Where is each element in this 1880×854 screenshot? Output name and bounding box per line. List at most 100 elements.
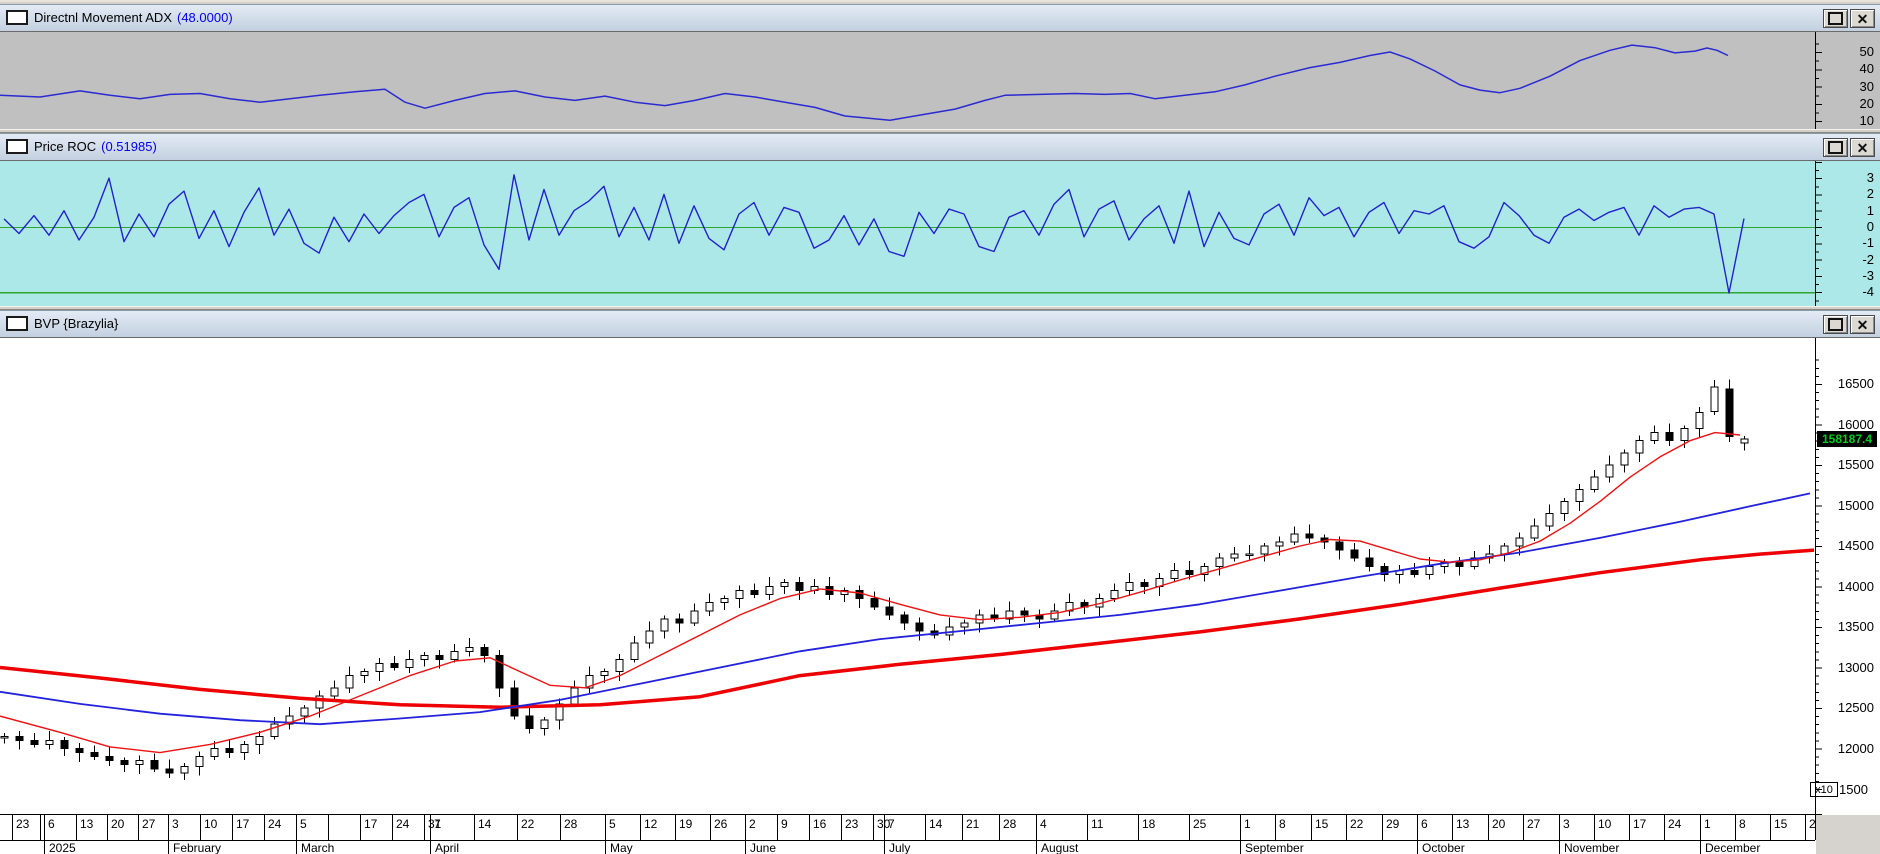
y-axis-label: 3: [1866, 170, 1874, 186]
week-label: 27: [142, 817, 156, 831]
candle-body: [1455, 561, 1464, 567]
candle-body: [240, 743, 249, 754]
candle-body: [1620, 452, 1629, 466]
candle-body: [90, 752, 99, 758]
candle-body: [1335, 541, 1344, 551]
month-label: February: [173, 841, 222, 854]
week-label: 16: [813, 817, 827, 831]
mid-ma: [0, 492, 1811, 726]
month-label: April: [435, 841, 460, 854]
fast-ma: [0, 431, 1741, 754]
candle-body: [420, 654, 429, 660]
price-plot[interactable]: [0, 338, 1880, 854]
axis-corner: [1816, 815, 1880, 854]
security-name: BVP {Brazylia}: [34, 316, 119, 331]
candle-body: [15, 735, 24, 741]
maximize-button[interactable]: [1823, 138, 1848, 157]
week-label: 2: [749, 817, 756, 831]
roc-chart-area[interactable]: 3 2 1 0 -1 -2 -3 -4: [0, 161, 1880, 308]
candle-body: [1605, 464, 1614, 478]
adx-plot[interactable]: [0, 32, 1880, 131]
panel-roc-titlebar[interactable]: Price ROC (0.51985) ✕: [0, 133, 1880, 161]
month-label: August: [1041, 841, 1079, 854]
week-label: 1: [1244, 817, 1251, 831]
adx-line: [0, 44, 1729, 122]
month-label: July: [889, 841, 911, 854]
week-label: 9: [781, 817, 788, 831]
candle-body: [1230, 553, 1239, 559]
candle-body: [360, 671, 369, 677]
candle-body: [1245, 553, 1254, 557]
candle-body: [210, 748, 219, 758]
candle-body: [1530, 525, 1539, 539]
y-axis-label: -3: [1862, 267, 1874, 283]
candle-body: [1110, 590, 1119, 600]
candle-body: [1650, 432, 1659, 442]
close-button[interactable]: ✕: [1850, 138, 1875, 157]
maximize-icon: [1828, 318, 1843, 331]
y-axis-label: -2: [1862, 251, 1874, 267]
candle-body: [1560, 500, 1569, 515]
month-label: 2025: [49, 841, 76, 854]
panel-price-titlebar[interactable]: BVP {Brazylia} ✕: [0, 310, 1880, 338]
candle-body: [390, 662, 399, 669]
week-label: 3: [1563, 817, 1570, 831]
candle-body: [1170, 569, 1179, 579]
y-axis-label: 14000: [1837, 578, 1874, 594]
week-label: 10: [204, 817, 218, 831]
maximize-button[interactable]: [1823, 315, 1848, 334]
candle-body: [1200, 565, 1209, 575]
candle-body: [1125, 581, 1134, 592]
week-label: 23: [845, 817, 859, 831]
candle-body: [255, 735, 264, 745]
week-label: 6: [1421, 817, 1428, 831]
indicator-value: (48.0000): [177, 10, 233, 25]
y-axis-label: 16500: [1837, 376, 1874, 391]
y-axis-label: -1: [1862, 235, 1874, 251]
week-label: 31: [428, 817, 442, 831]
candle-body: [780, 581, 789, 587]
y-axis-label: 13500: [1837, 619, 1874, 634]
week-label: 20: [111, 817, 125, 831]
candle-body: [1380, 565, 1389, 575]
week-label: 28: [564, 817, 578, 831]
close-button[interactable]: ✕: [1850, 9, 1875, 28]
panel-splitter[interactable]: [0, 306, 1880, 310]
adx-chart-area[interactable]: 50 40 30 20 10: [0, 32, 1880, 131]
panel-splitter[interactable]: [0, 129, 1880, 133]
y-axis-label: 13000: [1837, 659, 1874, 675]
candle-body: [555, 703, 564, 721]
panel-price-title: BVP {Brazylia}: [34, 316, 118, 331]
candle-body: [375, 662, 384, 673]
panel-roc: Price ROC (0.51985) ✕ 3 2 1 0 -1 -2 -3 -4: [0, 133, 1880, 308]
y-axis-label: 50: [1859, 44, 1874, 59]
week-label: 7: [888, 817, 895, 831]
month-label: June: [750, 841, 777, 854]
week-label: 13: [80, 817, 94, 831]
candle-body: [1515, 537, 1524, 547]
candle-body: [1590, 476, 1599, 490]
candle-body: [1665, 432, 1674, 442]
y-axis-label: 40: [1859, 61, 1874, 77]
candle-body: [1290, 533, 1299, 543]
candle-body: [300, 707, 309, 717]
candle-body: [120, 760, 129, 766]
week-label: 24: [396, 817, 410, 831]
week-label: 10: [1598, 817, 1612, 831]
window-icon: [6, 10, 28, 25]
week-label: 27: [1527, 817, 1541, 831]
candle-body: [705, 602, 714, 612]
candle-body: [315, 695, 324, 709]
candle-body: [1275, 541, 1284, 547]
month-label: October: [1422, 841, 1465, 854]
close-button[interactable]: ✕: [1850, 315, 1875, 334]
roc-plot[interactable]: [0, 161, 1880, 308]
candle-body: [150, 760, 159, 770]
price-chart-area[interactable]: 158187.4 x10 1500 16500 16000 15500 15000 14…: [0, 338, 1880, 854]
panel-roc-title: Price ROC (0.51985): [34, 139, 157, 154]
candle-body: [165, 768, 174, 774]
maximize-button[interactable]: [1823, 9, 1848, 28]
panel-adx-titlebar[interactable]: Directnl Movement ADX (48.0000) ✕: [0, 4, 1880, 32]
candle-body: [750, 590, 759, 596]
candle-body: [1260, 545, 1269, 555]
